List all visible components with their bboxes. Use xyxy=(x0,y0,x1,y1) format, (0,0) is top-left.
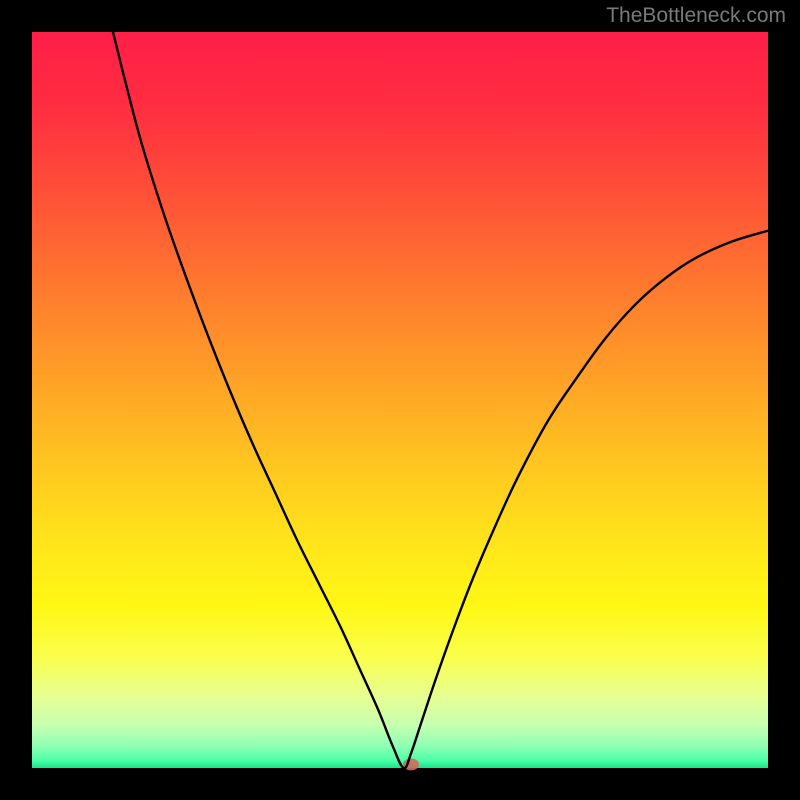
chart-svg xyxy=(0,0,800,800)
chart-container: TheBottleneck.com xyxy=(0,0,800,800)
watermark-text: TheBottleneck.com xyxy=(606,4,786,28)
